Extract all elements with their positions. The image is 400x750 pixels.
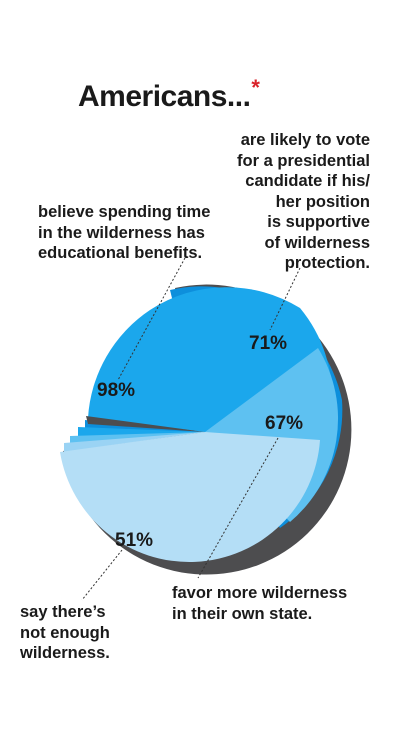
slice-label-51-line: say there’s — [20, 603, 106, 621]
slice-label-67-line: in their own state. — [172, 604, 313, 623]
slice-label-71-line: protection. — [284, 254, 370, 272]
slice-label-71: are likely to vote for a presidential ca… — [237, 130, 370, 274]
slice-label-71-line: her position — [275, 192, 370, 211]
slice-label-71-line: candidate if his/ — [245, 172, 370, 190]
value-label-98: 98% — [97, 380, 136, 401]
slice-98-shadow — [86, 416, 205, 432]
slice-label-71-line: for a presidential — [237, 151, 370, 170]
slice-label-67-line: favor more wilderness — [172, 584, 348, 602]
title-asterisk: * — [251, 75, 260, 100]
slice-label-98: believe spending time in the wilderness … — [38, 202, 210, 264]
slice-label-98-line: educational benefits. — [38, 244, 203, 262]
leader-line-71 — [269, 267, 301, 331]
slice-label-98-line: in the wilderness has — [38, 223, 205, 242]
leader-line-51 — [81, 549, 123, 601]
chart-title: Americans...* — [78, 75, 260, 114]
chart-title-text: Americans... — [78, 80, 251, 113]
value-label-51: 51% — [115, 530, 154, 551]
slice-label-71-line: are likely to vote — [240, 131, 370, 149]
slice-51[interactable] — [60, 432, 320, 563]
slice-label-98-line: believe spending time — [38, 203, 211, 221]
value-label-71: 71% — [249, 333, 288, 354]
value-label-67: 67% — [265, 413, 304, 434]
slice-label-67: favor more wilderness in their own state… — [172, 583, 347, 624]
slice-label-51-line: not enough — [20, 623, 110, 642]
leader-line-67 — [197, 437, 279, 579]
slice-label-71-line: of wilderness — [264, 233, 370, 252]
leader-line-98 — [117, 257, 186, 381]
slice-label-51: say there’s not enough wilderness. — [20, 602, 110, 664]
slice-label-51-line: wilderness. — [20, 644, 110, 662]
slice-label-71-line: is supportive — [267, 213, 370, 231]
